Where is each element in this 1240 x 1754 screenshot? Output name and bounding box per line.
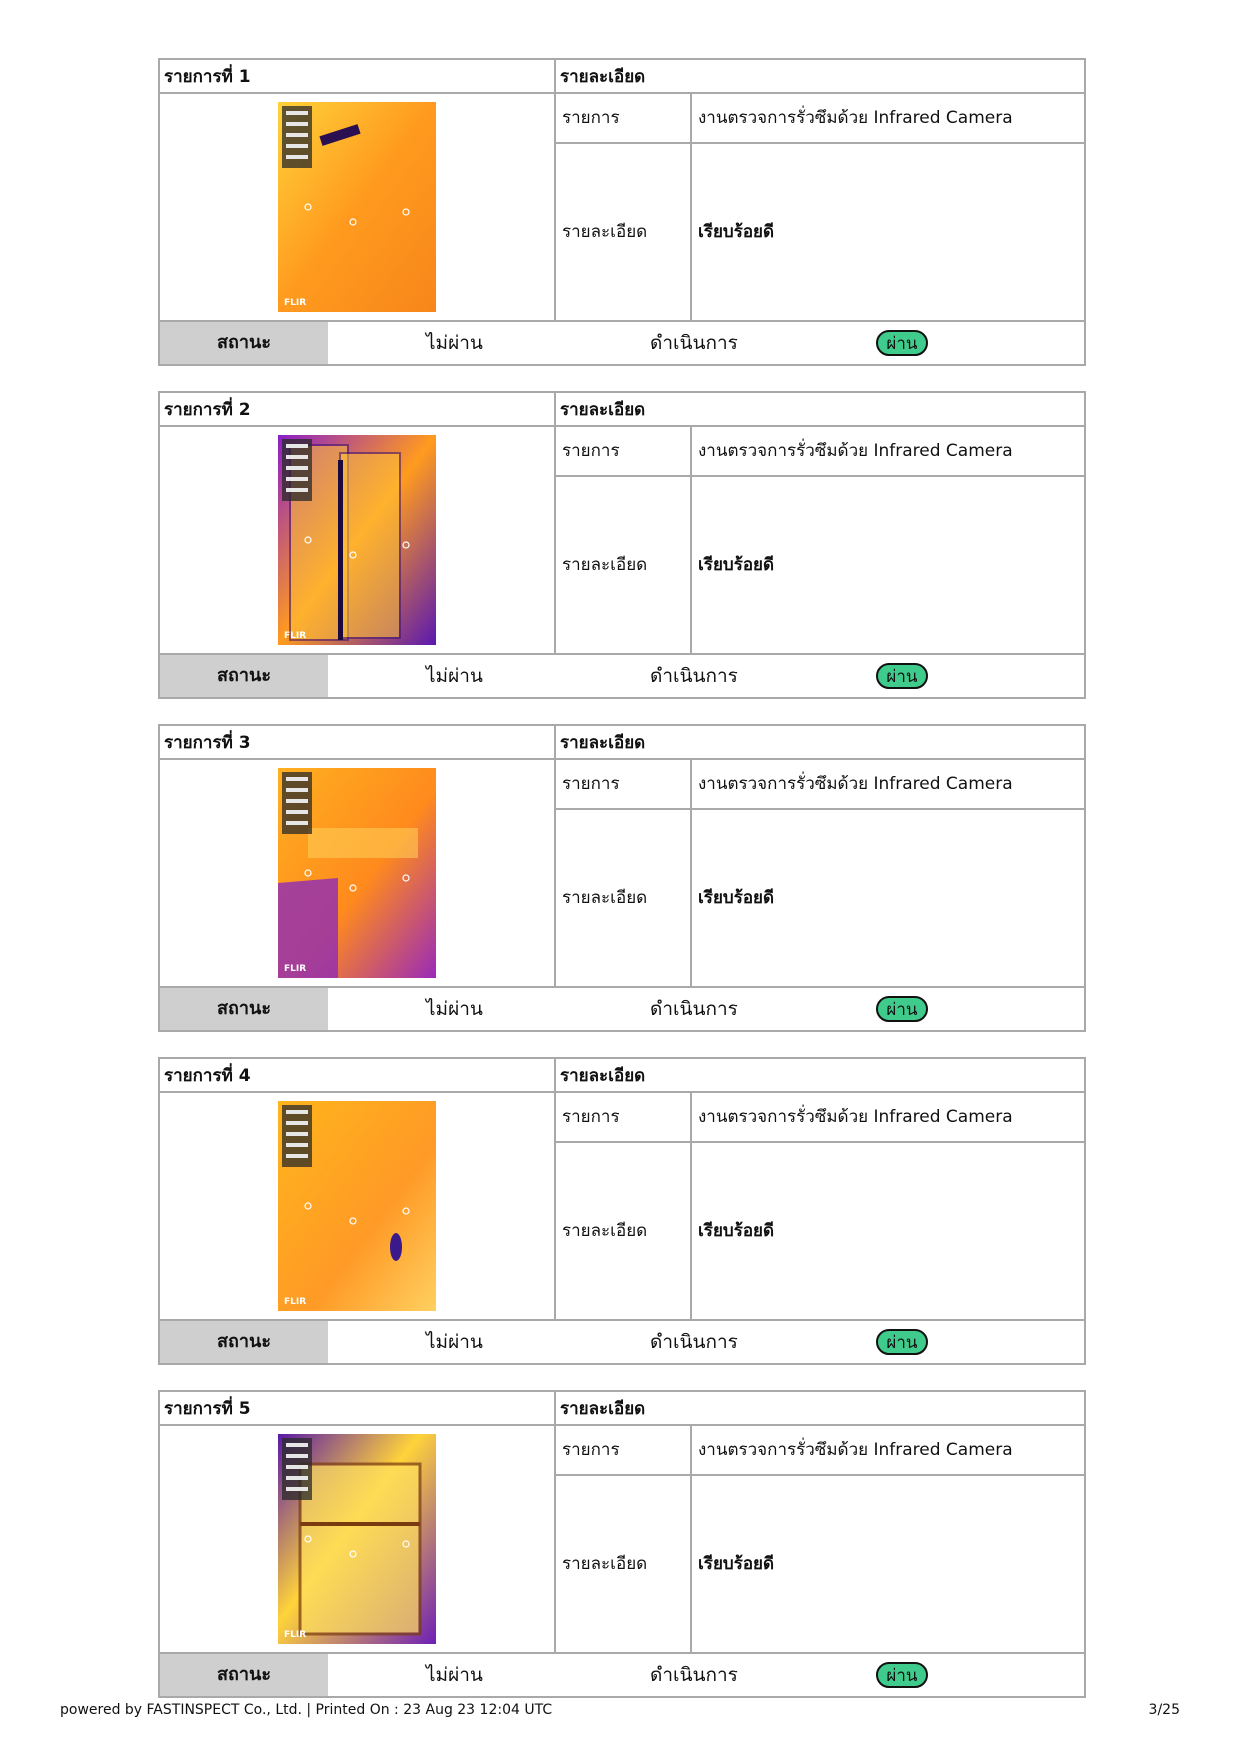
item-label: รายการ [562,441,620,461]
status-row: สถานะ ไม่ผ่าน ดำเนินการ ผ่าน [160,322,1084,364]
status-option-fail[interactable]: ไม่ผ่าน [426,1331,483,1353]
detail-header: รายละเอียด [560,733,646,753]
status-label: สถานะ [160,1654,328,1696]
item-value: งานตรวจการรั่วซึมด้วย Infrared Camera [698,441,1013,461]
status-option-pass-selected[interactable]: ผ่าน [876,996,928,1022]
status-option-fail[interactable]: ไม่ผ่าน [426,998,483,1020]
detail-label: รายละเอียด [562,222,648,242]
detail-value: เรียบร้อยดี [698,222,775,242]
status-option-in-progress[interactable]: ดำเนินการ [650,998,738,1020]
item-value: งานตรวจการรั่วซึมด้วย Infrared Camera [698,774,1013,794]
flir-logo: FLIR [284,298,306,308]
inspection-card: รายการที่ 3 รายละเอียด FLIR รายการ งานตรวจกา… [158,724,1086,1032]
item-label: รายการ [562,108,620,128]
status-row: สถานะ ไม่ผ่าน ดำเนินการ ผ่าน [160,655,1084,697]
thermal-photo[interactable]: FLIR [278,1434,436,1644]
status-option-pass-selected[interactable]: ผ่าน [876,663,928,689]
thermal-photo[interactable]: FLIR [278,435,436,645]
status-option-fail[interactable]: ไม่ผ่าน [426,332,483,354]
status-label: สถานะ [160,655,328,697]
detail-label: รายละเอียด [562,1554,648,1574]
detail-value: เรียบร้อยดี [698,888,775,908]
inspection-card: รายการที่ 5 รายละเอียด FLIR รายการ งานตรวจกา… [158,1390,1086,1698]
thermal-photo[interactable]: FLIR [278,768,436,978]
item-label: รายการ [562,1107,620,1127]
item-title: รายการที่ 5 [164,1399,251,1419]
item-label: รายการ [562,1440,620,1460]
footer-text: powered by FASTINSPECT Co., Ltd. | Print… [60,1702,553,1718]
detail-header: รายละเอียด [560,1399,646,1419]
detail-label: รายละเอียด [562,555,648,575]
flir-logo: FLIR [284,631,306,641]
status-label: สถานะ [160,322,328,364]
status-label: สถานะ [160,988,328,1030]
item-title: รายการที่ 1 [164,67,251,87]
item-title: รายการที่ 2 [164,400,251,420]
flir-logo: FLIR [284,964,306,974]
status-option-pass-selected[interactable]: ผ่าน [876,330,928,356]
thermal-photo[interactable]: FLIR [278,1101,436,1311]
detail-header: รายละเอียด [560,400,646,420]
status-option-fail[interactable]: ไม่ผ่าน [426,665,483,687]
inspection-card: รายการที่ 2 รายละเอียด FLIR รายการ งานตรวจกา… [158,391,1086,699]
status-option-pass-selected[interactable]: ผ่าน [876,1329,928,1355]
item-value: งานตรวจการรั่วซึมด้วย Infrared Camera [698,108,1013,128]
status-row: สถานะ ไม่ผ่าน ดำเนินการ ผ่าน [160,1654,1084,1696]
detail-header: รายละเอียด [560,67,646,87]
detail-value: เรียบร้อยดี [698,555,775,575]
status-option-in-progress[interactable]: ดำเนินการ [650,1664,738,1686]
status-label: สถานะ [160,1321,328,1363]
item-value: งานตรวจการรั่วซึมด้วย Infrared Camera [698,1440,1013,1460]
detail-value: เรียบร้อยดี [698,1554,775,1574]
inspection-card: รายการที่ 4 รายละเอียด FLIR รายการ งานตรวจกา… [158,1057,1086,1365]
inspection-card: รายการที่ 1 รายละเอียด FLIR รายการ งานตรวจกา… [158,58,1086,366]
status-option-in-progress[interactable]: ดำเนินการ [650,332,738,354]
page-number: 3/25 [1148,1702,1180,1718]
flir-logo: FLIR [284,1297,306,1307]
item-value: งานตรวจการรั่วซึมด้วย Infrared Camera [698,1107,1013,1127]
flir-logo: FLIR [284,1630,306,1640]
status-row: สถานะ ไม่ผ่าน ดำเนินการ ผ่าน [160,1321,1084,1363]
detail-label: รายละเอียด [562,888,648,908]
detail-header: รายละเอียด [560,1066,646,1086]
item-title: รายการที่ 4 [164,1066,251,1086]
item-title: รายการที่ 3 [164,733,251,753]
status-option-pass-selected[interactable]: ผ่าน [876,1662,928,1688]
item-label: รายการ [562,774,620,794]
status-option-in-progress[interactable]: ดำเนินการ [650,1331,738,1353]
status-option-fail[interactable]: ไม่ผ่าน [426,1664,483,1686]
status-row: สถานะ ไม่ผ่าน ดำเนินการ ผ่าน [160,988,1084,1030]
status-option-in-progress[interactable]: ดำเนินการ [650,665,738,687]
detail-label: รายละเอียด [562,1221,648,1241]
detail-value: เรียบร้อยดี [698,1221,775,1241]
thermal-photo[interactable]: FLIR [278,102,436,312]
page-footer: powered by FASTINSPECT Co., Ltd. | Print… [60,1702,1180,1718]
